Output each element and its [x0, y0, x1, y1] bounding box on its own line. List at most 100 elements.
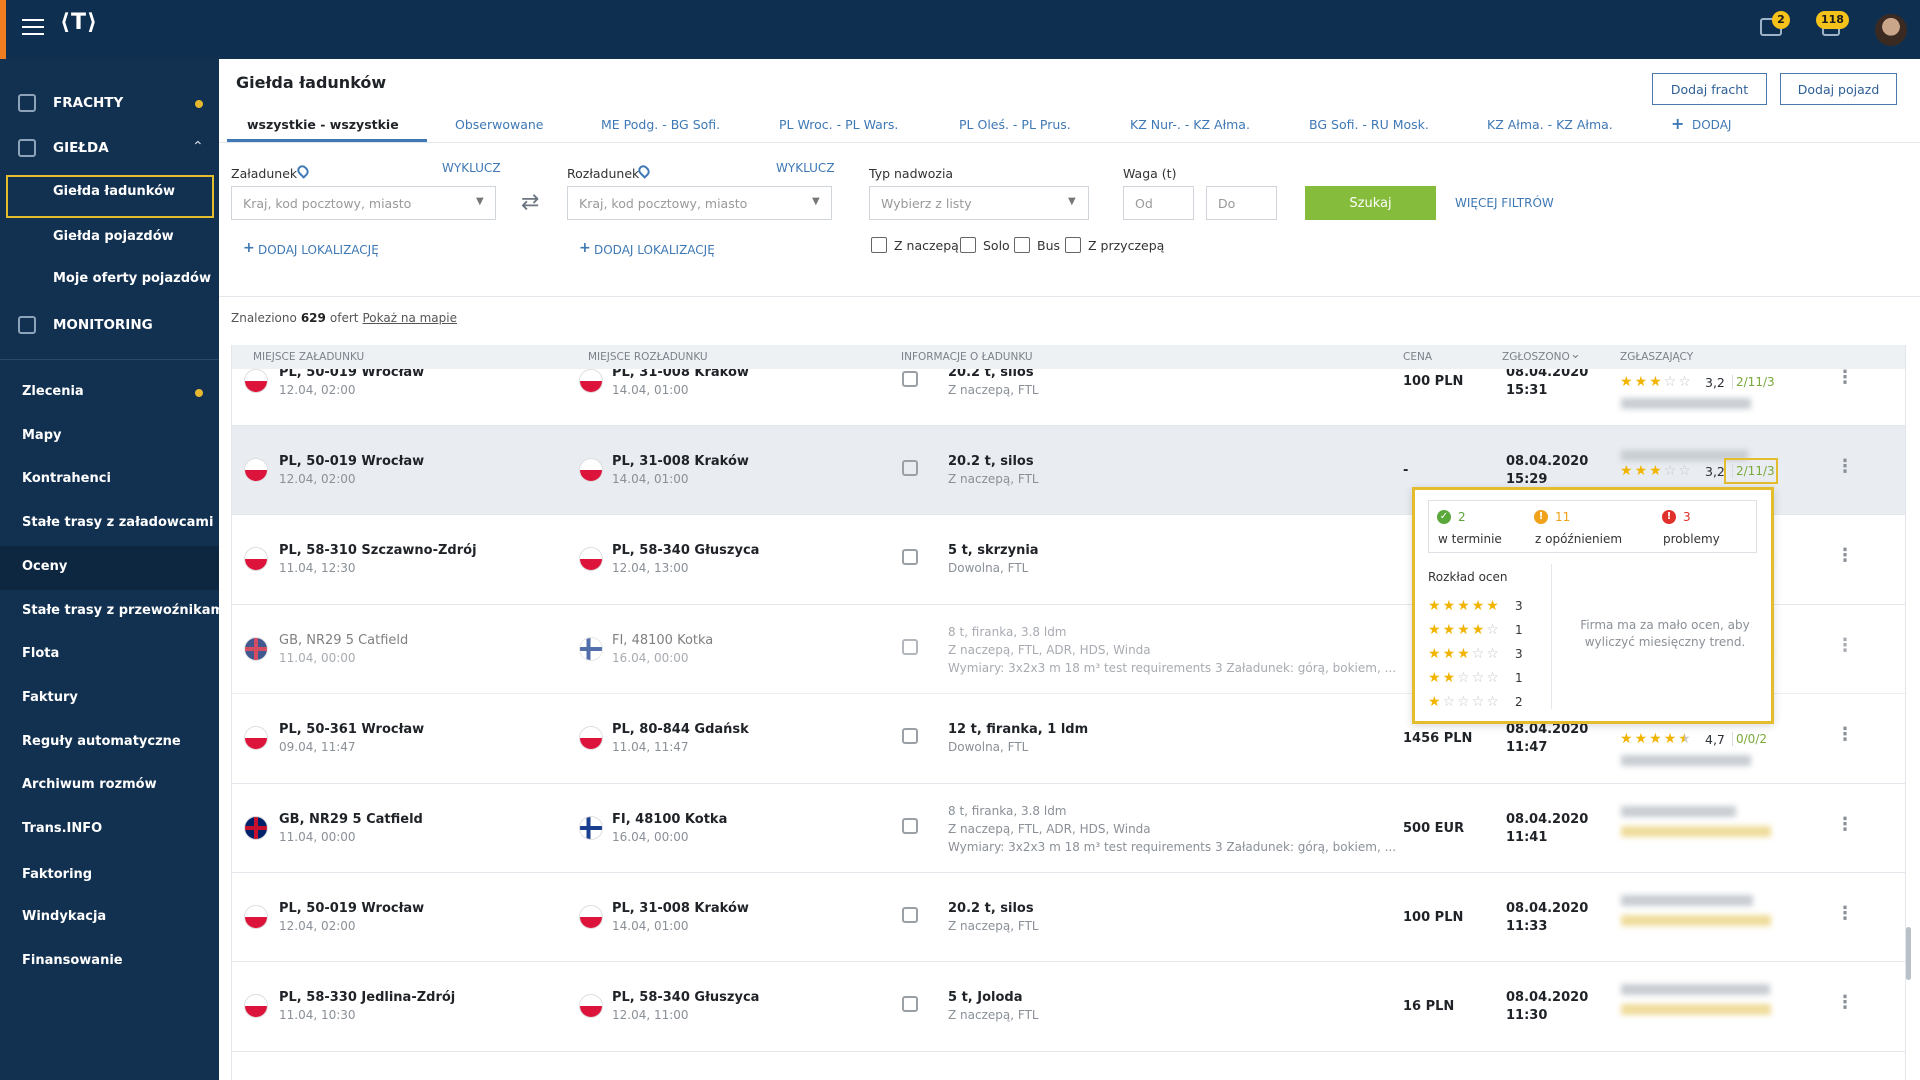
sidebar-item[interactable]: Faktoring: [22, 867, 93, 882]
sidebar-item[interactable]: Faktury: [22, 690, 78, 705]
tab[interactable]: ME Podg. - BG Sofi.: [601, 117, 721, 132]
sidebar-item[interactable]: Archiwum rozmów: [22, 777, 157, 792]
posted-date: 08.04.2020: [1506, 722, 1589, 738]
flag: [580, 637, 602, 660]
sidebar-item[interactable]: Giełda ładunków: [53, 184, 176, 199]
checkbox[interactable]: [871, 237, 887, 253]
scrollbar-thumb[interactable]: [1906, 927, 1911, 980]
row-menu[interactable]: ⋮: [1836, 813, 1854, 835]
company-name-blurred: [1621, 755, 1751, 767]
score-highlight: [1724, 458, 1778, 484]
tab[interactable]: BG Sofi. - RU Mosk.: [1309, 117, 1429, 132]
checkbox-label[interactable]: Z przyczepą: [1088, 238, 1165, 253]
table-row[interactable]: PL, 50-019 Wrocław 12.04, 02:00 PL, 31-008…: [232, 873, 1905, 963]
column-header: INFORMACJE O ŁADUNKU: [901, 351, 1033, 363]
rating-popover: ✓ 2 w terminie! 11 z opóźnieniem! 3 problemy Ro…: [1412, 487, 1774, 724]
sidebar-item[interactable]: Windykacja: [22, 909, 107, 924]
score[interactable]: 0/0/2: [1732, 732, 1767, 747]
cargo: 8 t, firanka, 3.8 ldm: [948, 624, 1067, 639]
row-menu[interactable]: ⋮: [1836, 634, 1854, 656]
row-menu[interactable]: ⋮: [1836, 366, 1854, 388]
summary-label: z opóźnieniem: [1535, 532, 1623, 546]
tab[interactable]: PL Wroc. - PL Wars.: [779, 117, 899, 132]
table-row[interactable]: GB, NR29 5 Catfield 11.04, 00:00 FI, 48100…: [232, 784, 1905, 873]
tab[interactable]: Obserwowane: [455, 117, 544, 132]
cargo-details: Z naczepą, FTL: [948, 919, 1039, 933]
location-input[interactable]: Kraj, kod pocztowy, miasto: [567, 186, 832, 220]
collapse-icon[interactable]: ⌃: [192, 139, 204, 155]
tab[interactable]: KZ Nur-. - KZ Ałma.: [1130, 117, 1250, 132]
sidebar-item[interactable]: Moje oferty pojazdów: [53, 271, 211, 286]
sidebar-item[interactable]: FRACHTY: [53, 95, 124, 111]
sidebar-item[interactable]: Zlecenia: [22, 384, 84, 399]
sidebar-item[interactable]: Flota: [22, 646, 60, 661]
sidebar-item[interactable]: Stałe trasy z przewoźnikami: [22, 603, 229, 618]
tab[interactable]: PL Oleś. - PL Prus.: [959, 117, 1071, 132]
column-header: ZGŁASZAJĄCY: [1620, 351, 1694, 363]
sidebar-item[interactable]: Oceny: [22, 559, 68, 574]
score[interactable]: 2/11/3: [1732, 464, 1775, 478]
checkbox-label[interactable]: Bus: [1037, 238, 1061, 253]
location-input[interactable]: Kraj, kod pocztowy, miasto: [231, 186, 496, 220]
sidebar-item[interactable]: Finansowanie: [22, 953, 123, 968]
score[interactable]: 2/11/3: [1732, 374, 1775, 389]
table-row[interactable]: PL, 58-330 Jedlina-Zdrój 11.04, 10:30 PL, …: [232, 962, 1905, 1052]
sidebar-item[interactable]: MONITORING: [53, 317, 153, 333]
sidebar-item[interactable]: Giełda pojazdów: [53, 229, 174, 244]
sidebar-item[interactable]: Trans.INFO: [22, 821, 103, 836]
row-menu[interactable]: ⋮: [1836, 992, 1854, 1014]
add-location[interactable]: DODAJ LOKALIZACJĘ: [594, 243, 715, 257]
rating-value: 4,7: [1705, 732, 1725, 748]
summary-icon: !: [1534, 510, 1548, 524]
row-menu[interactable]: ⋮: [1836, 903, 1854, 924]
load-date: 12.04, 02:00: [279, 382, 356, 397]
filter-label: Waga (t): [1123, 166, 1177, 181]
weight-from[interactable]: Od: [1123, 186, 1194, 220]
checkbox-label[interactable]: Z naczepą: [894, 238, 959, 253]
tab[interactable]: wszystkie - wszystkie: [247, 117, 399, 132]
menu-button[interactable]: [22, 19, 44, 37]
avatar[interactable]: [1875, 14, 1907, 46]
add-location-plus[interactable]: +: [243, 240, 255, 256]
row-menu[interactable]: ⋮: [1836, 456, 1854, 477]
add-tab[interactable]: DODAJ: [1692, 118, 1732, 132]
header-button[interactable]: Dodaj fracht: [1652, 73, 1767, 105]
distribution-stars: ★ ★ ★ ★ ☆: [1428, 622, 1499, 638]
table-row[interactable]: PL, 50-361 Wrocław 09.04, 11:47 PL, 80-844…: [232, 694, 1905, 784]
add-tab-plus[interactable]: +: [1671, 114, 1685, 133]
column-header[interactable]: ZGŁOSZONO: [1502, 351, 1570, 363]
sidebar-item[interactable]: GIEŁDA: [53, 140, 109, 156]
body-type-select[interactable]: Wybierz z listy: [869, 186, 1089, 220]
rating-blurred: [1621, 825, 1771, 837]
sidebar-icon: [18, 316, 36, 334]
sidebar-item[interactable]: Mapy: [22, 428, 62, 443]
sidebar-item[interactable]: Stałe trasy z załadowcami: [22, 515, 214, 530]
sidebar-highlight: [6, 175, 214, 218]
checkbox[interactable]: [1065, 237, 1081, 253]
more-filters[interactable]: WIĘCEJ FILTRÓW: [1455, 196, 1554, 210]
exclude-link[interactable]: WYKLUCZ: [442, 161, 501, 175]
unload-date: 14.04, 01:00: [612, 919, 689, 933]
checkbox[interactable]: [1014, 237, 1030, 253]
weight-to[interactable]: Do: [1206, 186, 1277, 220]
checkbox-label[interactable]: Solo: [983, 238, 1010, 253]
flag: [245, 548, 267, 571]
search-button[interactable]: Szukaj: [1305, 186, 1436, 220]
row-menu[interactable]: ⋮: [1836, 545, 1854, 567]
row-menu[interactable]: ⋮: [1836, 724, 1854, 746]
flag: [245, 906, 267, 928]
sort-caret[interactable]: ⌄: [1570, 347, 1581, 362]
add-location[interactable]: DODAJ LOKALIZACJĘ: [258, 243, 379, 257]
checkbox[interactable]: [960, 237, 976, 253]
posted-date: 08.04.2020: [1506, 811, 1589, 827]
table-row[interactable]: PL, 50-019 Wrocław 12.04, 02:00 PL, 31-008…: [232, 426, 1905, 516]
header-button[interactable]: Dodaj pojazd: [1780, 73, 1897, 105]
map-link[interactable]: Pokaż na mapie: [362, 311, 457, 325]
add-location-plus[interactable]: +: [579, 240, 591, 256]
tab[interactable]: KZ Ałma. - KZ Ałma.: [1487, 117, 1613, 132]
sidebar-item[interactable]: Reguły automatyczne: [22, 734, 181, 749]
sidebar-item[interactable]: Kontrahenci: [22, 471, 111, 486]
swap-icon[interactable]: ⇄: [521, 190, 540, 215]
posted-time: 15:31: [1506, 382, 1548, 398]
exclude-link[interactable]: WYKLUCZ: [776, 161, 835, 175]
